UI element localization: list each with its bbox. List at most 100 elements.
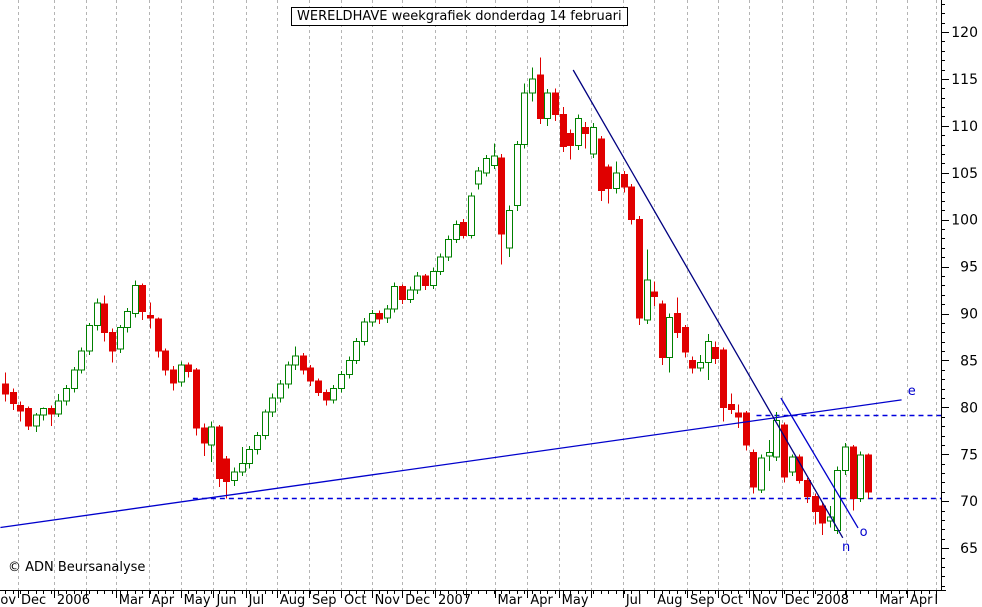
x-axis-label: May <box>562 593 589 607</box>
candle-down <box>147 314 154 319</box>
candle-down <box>422 275 429 286</box>
candle-down <box>605 166 612 190</box>
candle-up <box>40 407 47 416</box>
candle-up <box>407 289 414 300</box>
candle-up <box>78 350 85 371</box>
candle-down <box>376 313 383 320</box>
candle-down <box>819 505 826 524</box>
x-axis-label: Mar <box>119 593 144 607</box>
x-axis-label: Dec <box>405 593 430 607</box>
candle-up <box>178 364 185 383</box>
candle-up <box>132 284 139 315</box>
x-axis-label: Jul <box>248 593 265 607</box>
candle-up <box>384 308 391 319</box>
x-axis-label: 2008 <box>816 593 849 607</box>
x-axis-label: Oct <box>721 593 743 607</box>
y-axis-label: 90 <box>960 307 978 323</box>
y-axis-label: 65 <box>960 541 978 557</box>
candle-up <box>338 374 345 390</box>
candle-down <box>728 404 735 410</box>
candle-up <box>590 127 597 155</box>
y-axis-label: 80 <box>960 400 978 416</box>
candle-up <box>71 369 78 390</box>
y-axis-label: 75 <box>960 447 978 463</box>
candle-down <box>323 391 330 401</box>
candle-up <box>521 92 528 146</box>
x-axis-label: Jul <box>625 593 642 607</box>
candle-down <box>48 407 55 415</box>
x-axis-label: I <box>934 593 938 607</box>
candle-up <box>758 457 765 491</box>
candle-down <box>812 496 819 513</box>
candle-down <box>682 327 689 353</box>
x-axis-label: Sep <box>312 593 337 607</box>
x-axis-label: Dec <box>785 593 810 607</box>
x-axis-label: Aug <box>280 593 305 607</box>
candle-down <box>498 157 505 235</box>
trendline-label-o: o <box>860 525 868 540</box>
chart-title: WERELDHAVE weekgrafiek donderdag 14 febr… <box>291 7 628 26</box>
candle-down <box>659 303 666 359</box>
trendline-label-n: n <box>842 540 850 555</box>
candle-down <box>399 285 406 300</box>
candle-down <box>781 424 788 478</box>
candle-down <box>101 303 108 333</box>
candle-up <box>468 195 475 237</box>
candle-up <box>575 117 582 147</box>
candle-up <box>445 238 452 258</box>
candle-down <box>796 456 803 482</box>
x-axis-label: ov <box>0 593 16 607</box>
candles <box>2 57 872 536</box>
candle-up <box>285 364 292 385</box>
candle-down <box>10 391 17 405</box>
trendline-e <box>0 399 902 529</box>
x-axis-labels: ov Dec 2006 Mar Apr May Jun Jul Aug Sep Oct Nov Dec 2… <box>0 593 938 607</box>
candle-down <box>720 349 727 408</box>
candle-up <box>544 92 551 119</box>
candle-up <box>269 397 276 413</box>
candle-up <box>475 170 482 185</box>
candle-up <box>437 256 444 272</box>
candle-up <box>208 426 215 446</box>
candle-up <box>124 311 131 329</box>
candle-down <box>567 132 574 147</box>
candle-down <box>804 480 811 498</box>
candle-up <box>63 388 70 402</box>
candle-down <box>201 427 208 444</box>
candle-down <box>598 138 605 192</box>
candle-up <box>239 463 246 473</box>
candle-up <box>117 327 124 350</box>
candle-up <box>277 383 284 399</box>
candle-down <box>193 369 200 429</box>
x-axis-label: Dec <box>21 593 46 607</box>
candle-up <box>842 446 849 471</box>
candle-down <box>223 458 230 483</box>
x-axis-label: Mar <box>879 593 904 607</box>
candle-down <box>636 219 643 319</box>
x-axis-label: Apr <box>910 593 933 607</box>
trendline-label-e: e <box>908 384 916 399</box>
candle-down <box>689 359 696 369</box>
candle-up <box>330 388 337 401</box>
candle-up <box>246 449 253 465</box>
y-axis-label: 95 <box>960 260 978 276</box>
candle-up <box>262 411 269 437</box>
candle-up <box>483 158 490 174</box>
candle-down <box>651 291 658 298</box>
support-lines <box>192 414 941 500</box>
candle-down <box>185 364 192 373</box>
candle-up <box>834 469 841 531</box>
x-axis-label: Nov <box>752 593 778 607</box>
candle-up <box>86 325 93 352</box>
candle-up <box>430 270 437 286</box>
candle-up <box>529 78 536 94</box>
x-axis-label: Apr <box>152 593 175 607</box>
candle-down <box>2 383 9 395</box>
candle-down <box>460 222 467 237</box>
candle-up <box>94 302 101 327</box>
candle-down <box>750 451 757 488</box>
y-axis-label: 115 <box>951 72 978 88</box>
candle-down <box>628 186 635 221</box>
candle-up <box>33 414 40 427</box>
